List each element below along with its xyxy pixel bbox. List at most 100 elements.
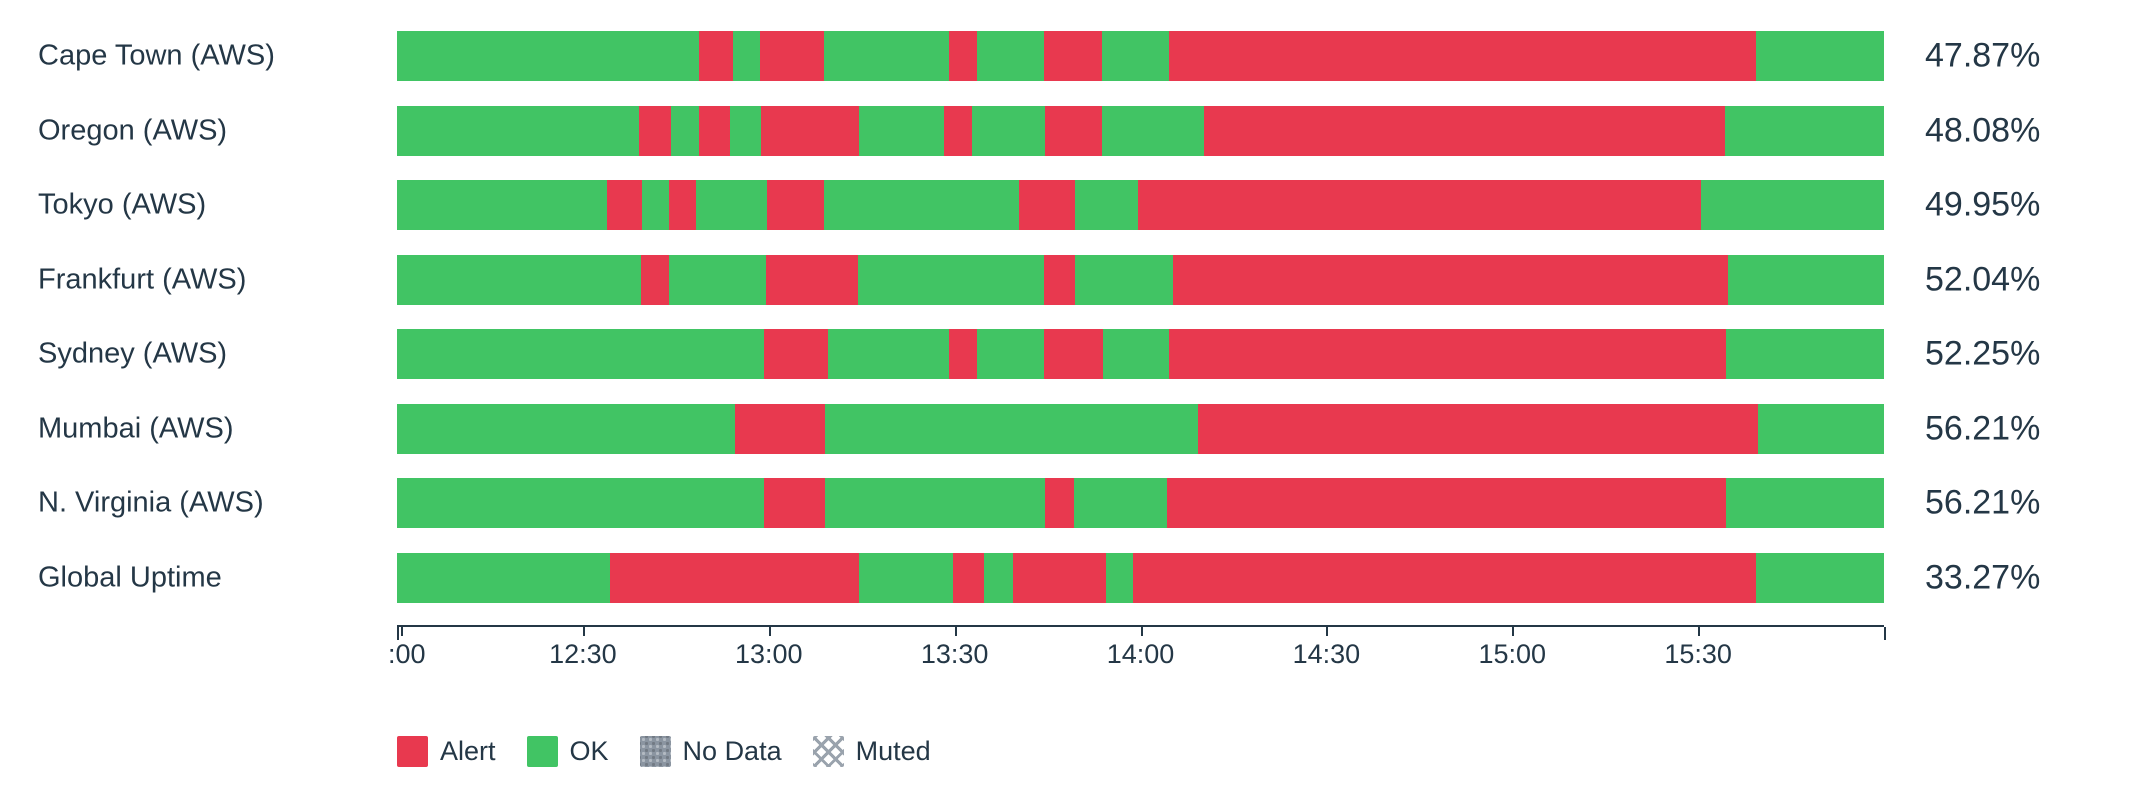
status-segment-alert[interactable] [764, 478, 826, 529]
no_data-swatch-icon [639, 736, 671, 767]
axis-tick-label: 12:30 [549, 639, 617, 669]
status-segment-ok[interactable] [397, 180, 607, 231]
axis-tick-label: 13:30 [920, 639, 989, 669]
status-segment-alert[interactable] [948, 31, 977, 81]
status-segment-ok[interactable] [669, 254, 766, 305]
status-segment-ok[interactable] [1101, 31, 1169, 81]
status-segment-alert[interactable] [1043, 329, 1104, 380]
status-segment-ok[interactable] [859, 552, 954, 603]
status-segment-ok[interactable] [823, 180, 1019, 231]
status-segment-ok[interactable] [397, 552, 610, 603]
status-segment-alert[interactable] [1045, 478, 1074, 529]
status-segment-ok[interactable] [397, 403, 735, 454]
status-segment-ok[interactable] [397, 478, 765, 529]
status-segment-ok[interactable] [825, 403, 1199, 454]
status-segment-alert[interactable] [1168, 329, 1727, 380]
status-segment-alert[interactable] [767, 180, 824, 231]
status-segment-alert[interactable] [1043, 254, 1076, 305]
status-segment-alert[interactable] [1173, 254, 1728, 305]
status-segment-ok[interactable] [1101, 105, 1205, 156]
status-segment-ok[interactable] [976, 31, 1044, 81]
uptime-row: Tokyo (AWS) 49.95% [0, 180, 2134, 231]
status-segment-alert[interactable] [944, 105, 973, 156]
status-segment-ok[interactable] [972, 105, 1046, 156]
status-bar[interactable] [397, 403, 1884, 454]
status-segment-ok[interactable] [1073, 478, 1168, 529]
uptime-value: 56.21% [1925, 483, 2041, 522]
status-segment-alert[interactable] [1137, 180, 1702, 231]
legend-label: No Data [682, 736, 782, 766]
status-segment-ok[interactable] [859, 105, 945, 156]
legend-item-ok[interactable]: OK [526, 736, 609, 767]
status-segment-ok[interactable] [1726, 478, 1884, 529]
status-segment-alert[interactable] [1018, 180, 1076, 231]
status-segment-alert[interactable] [640, 254, 670, 305]
axis-line [397, 625, 1884, 627]
status-segment-alert[interactable] [1045, 105, 1102, 156]
status-bar[interactable] [397, 31, 1884, 81]
status-segment-ok[interactable] [976, 329, 1044, 380]
status-segment-alert[interactable] [1133, 552, 1757, 603]
uptime-row: Sydney (AWS) 52.25% [0, 329, 2134, 380]
status-segment-ok[interactable] [642, 180, 670, 231]
status-segment-ok[interactable] [823, 31, 949, 81]
status-segment-alert[interactable] [953, 552, 985, 603]
status-segment-ok[interactable] [397, 254, 641, 305]
status-segment-ok[interactable] [730, 105, 762, 156]
status-segment-ok[interactable] [1756, 31, 1884, 81]
status-segment-ok[interactable] [1724, 105, 1884, 156]
status-segment-ok[interactable] [1756, 552, 1884, 603]
status-segment-ok[interactable] [828, 329, 949, 380]
status-segment-ok[interactable] [1701, 180, 1884, 231]
status-segment-alert[interactable] [948, 329, 977, 380]
status-segment-ok[interactable] [857, 254, 1044, 305]
status-bar[interactable] [397, 180, 1884, 231]
status-bar[interactable] [397, 329, 1884, 380]
legend-item-alert[interactable]: Alert [397, 736, 496, 767]
status-segment-ok[interactable] [733, 31, 760, 81]
axis-tick [1326, 627, 1329, 636]
status-segment-ok[interactable] [1075, 254, 1174, 305]
status-segment-ok[interactable] [1727, 254, 1884, 305]
status-segment-alert[interactable] [1012, 552, 1107, 603]
status-segment-alert[interactable] [639, 105, 671, 156]
status-bar[interactable] [397, 105, 1884, 156]
status-segment-alert[interactable] [1198, 403, 1758, 454]
uptime-value: 47.87% [1925, 36, 2041, 75]
status-segment-alert[interactable] [1168, 31, 1757, 81]
region-label: Frankfurt (AWS) [38, 263, 247, 296]
status-segment-ok[interactable] [825, 478, 1046, 529]
status-segment-alert[interactable] [669, 180, 696, 231]
status-bar[interactable] [397, 478, 1884, 529]
status-segment-alert[interactable] [609, 552, 860, 603]
status-segment-alert[interactable] [698, 105, 731, 156]
status-segment-ok[interactable] [984, 552, 1013, 603]
legend-item-no_data[interactable]: No Data [639, 736, 782, 767]
axis-tick [1884, 627, 1886, 640]
status-segment-alert[interactable] [759, 31, 824, 81]
status-segment-alert[interactable] [1167, 478, 1727, 529]
status-segment-alert[interactable] [765, 254, 858, 305]
status-bar[interactable] [397, 552, 1884, 603]
status-segment-ok[interactable] [1726, 329, 1884, 380]
status-segment-alert[interactable] [698, 31, 734, 81]
status-segment-ok[interactable] [397, 105, 640, 156]
legend-label: Alert [440, 736, 496, 766]
status-segment-alert[interactable] [764, 329, 829, 380]
status-segment-ok[interactable] [397, 31, 699, 81]
status-bar[interactable] [397, 254, 1884, 305]
status-segment-ok[interactable] [1106, 552, 1134, 603]
legend-item-muted[interactable]: Muted [812, 736, 931, 767]
status-segment-alert[interactable] [734, 403, 826, 454]
status-segment-ok[interactable] [397, 329, 765, 380]
status-segment-ok[interactable] [695, 180, 768, 231]
status-segment-alert[interactable] [761, 105, 860, 156]
status-segment-alert[interactable] [1204, 105, 1725, 156]
status-segment-ok[interactable] [670, 105, 699, 156]
status-segment-ok[interactable] [1103, 329, 1169, 380]
status-segment-alert[interactable] [1043, 31, 1102, 81]
status-segment-ok[interactable] [1757, 403, 1884, 454]
status-segment-alert[interactable] [606, 180, 643, 231]
status-segment-ok[interactable] [1075, 180, 1138, 231]
